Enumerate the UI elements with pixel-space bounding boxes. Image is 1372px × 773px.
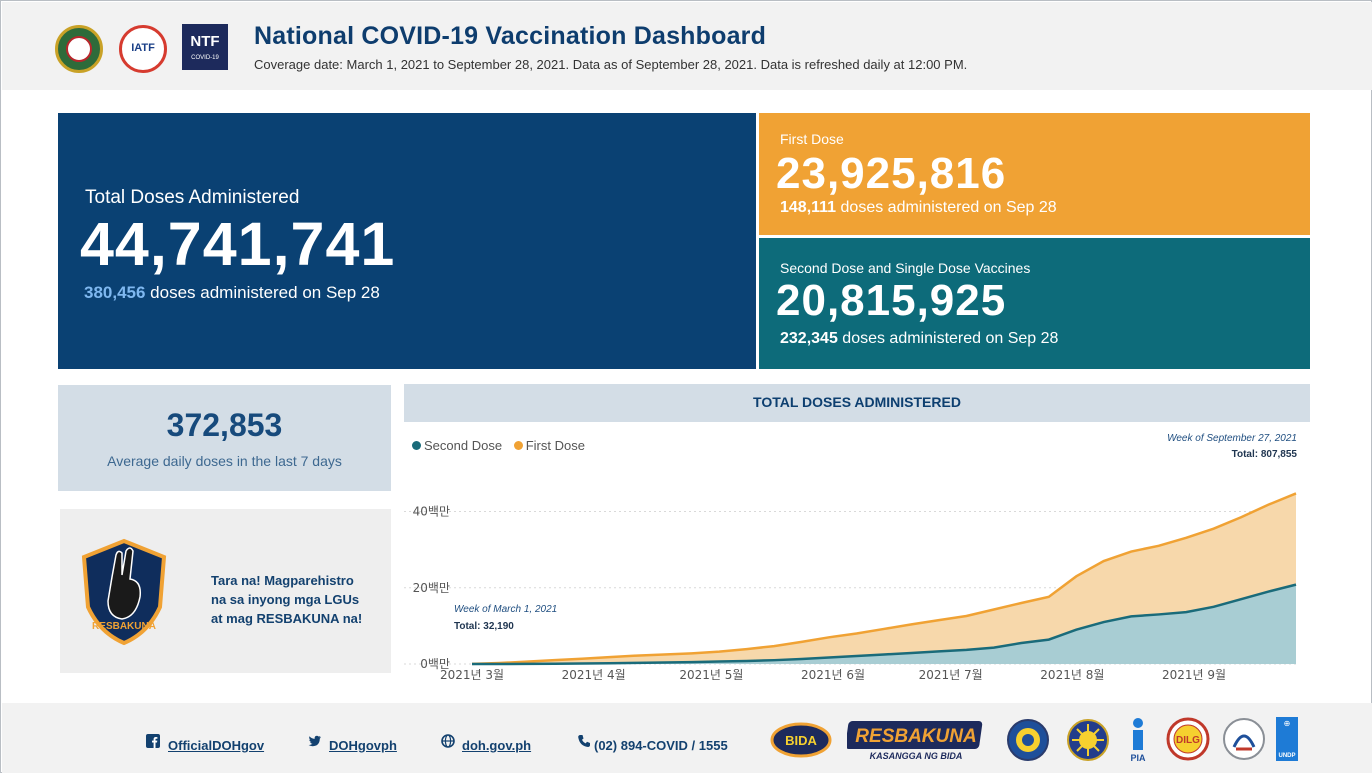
badge-text: RESBAKUNA — [92, 621, 156, 632]
resbakuna-logo-text: RESBAKUNA — [855, 726, 976, 747]
pcoo-seal-logo — [1007, 719, 1049, 761]
ntf-logo: NTF COVID-19 — [182, 24, 228, 70]
doses-area-chart[interactable]: 0백만 20백만 40백만 2021년 3월 2021년 4월 2021년 5월 2021년… — [404, 481, 1310, 691]
average-daily-label: Average daily doses in the last 7 days — [107, 453, 342, 469]
average-daily-card: 372,853 Average daily doses in the last … — [58, 385, 391, 491]
second-dose-value: 20,815,925 — [776, 276, 1007, 325]
total-doses-daily: 380,456 doses administered on Sep 28 — [84, 283, 380, 303]
x-tick-label: 2021년 7월 — [919, 668, 983, 682]
promo-message: Tara na! Magparehistro na sa inyong mga … — [211, 571, 386, 628]
promo-line-2: na sa inyong mga LGUs — [211, 592, 360, 607]
pia-logo: PIA — [1130, 718, 1146, 763]
iatf-logo: IATF — [119, 25, 167, 73]
average-daily-value: 372,853 — [166, 407, 283, 443]
agency-seal-logo — [1223, 718, 1265, 760]
second-dose-daily: 232,345 doses administered on Sep 28 — [780, 330, 1058, 348]
first-dose-card: First Dose 23,925,816 148,111 doses admi… — [759, 113, 1310, 235]
dilg-logo-text: DILG — [1176, 735, 1200, 746]
x-tick-label: 2021년 8월 — [1040, 668, 1104, 682]
x-tick-label: 2021년 5월 — [679, 668, 743, 682]
second-daily-text: doses administered on Sep 28 — [837, 330, 1059, 347]
total-daily-text: doses administered on Sep 28 — [145, 283, 380, 302]
resbakuna-logo-subtext: KASANGGA NG BIDA — [870, 751, 963, 761]
annotation-latest-week-label: Week of September 27, 2021 — [1167, 433, 1297, 444]
x-tick-label: 2021년 6월 — [801, 668, 865, 682]
svg-text:⊕: ⊕ — [1284, 719, 1291, 728]
x-tick-label: 2021년 4월 — [562, 668, 626, 682]
bida-logo: BIDA — [770, 722, 832, 758]
second-dose-label: Second Dose and Single Dose Vaccines — [780, 260, 1031, 276]
promo-line-3: at mag RESBAKUNA na! — [211, 611, 363, 626]
annotation-first-total: Total: 32,190 — [454, 621, 514, 632]
globe-icon — [441, 734, 455, 748]
header: IATF NTF COVID-19 National COVID-19 Vacci… — [2, 2, 1372, 90]
government-seal-logo — [1067, 719, 1109, 761]
first-dose-label: First Dose — [780, 131, 844, 147]
total-doses-card: Total Doses Administered 44,741,741 380,… — [58, 113, 756, 369]
undp-logo-text: UNDP — [1278, 753, 1295, 759]
phone-icon — [578, 735, 590, 747]
y-tick-label: 40백만 — [413, 505, 450, 519]
first-dose-daily: 148,111 doses administered on Sep 28 — [780, 199, 1057, 217]
second-dose-area — [472, 584, 1296, 664]
legend-second-dose[interactable]: Second Dose — [412, 438, 502, 453]
total-daily-count: 380,456 — [84, 283, 146, 302]
twitter-icon — [308, 735, 321, 747]
website-link[interactable]: doh.gov.ph — [462, 738, 532, 753]
hotline-number: (02) 894-COVID / 1555 — [594, 738, 728, 753]
annotation-latest-total: Total: 807,855 — [1231, 449, 1297, 460]
second-dose-line — [472, 583, 1297, 666]
second-daily-count: 232,345 — [780, 330, 838, 347]
pia-logo-text: PIA — [1130, 753, 1146, 763]
footer: OfficialDOHgov DOHgovph doh.gov.ph (02) … — [2, 703, 1372, 773]
y-tick-label: 20백만 — [413, 581, 450, 595]
resbakuna-logo: RESBAKUNA KASANGGA NG BIDA — [847, 721, 983, 761]
legend-first-dose-label: First Dose — [525, 438, 585, 453]
vaccinated-badge-icon: RESBAKUNA — [81, 538, 167, 646]
x-tick-label: 2021년 3월 — [440, 668, 504, 682]
coverage-note: Coverage date: March 1, 2021 to Septembe… — [254, 57, 968, 72]
promo-line-1: Tara na! Magparehistro — [211, 573, 354, 588]
chart-header: TOTAL DOSES ADMINISTERED — [404, 384, 1310, 422]
resbakuna-promo[interactable]: RESBAKUNA Tara na! Magparehistro na sa i… — [60, 509, 391, 673]
undp-logo: ⊕ UNDP — [1276, 717, 1298, 761]
facebook-icon — [146, 734, 160, 748]
twitter-link[interactable]: DOHgovph — [329, 738, 397, 753]
doh-seal-logo — [55, 25, 103, 73]
annotation-latest-week: Week of September 27, 2021 Total: 807,85… — [1167, 433, 1297, 460]
annotation-first-week: Week of March 1, 2021 Total: 32,190 — [454, 604, 557, 632]
second-dose-card: Second Dose and Single Dose Vaccines 20,… — [759, 238, 1310, 369]
first-daily-text: doses administered on Sep 28 — [836, 199, 1057, 216]
dilg-logo: DILG — [1166, 717, 1210, 761]
page-title: National COVID-19 Vaccination Dashboard — [254, 22, 767, 50]
legend-first-dose-swatch — [513, 441, 523, 450]
first-dose-line — [471, 492, 1297, 666]
legend-second-dose-label: Second Dose — [424, 438, 503, 453]
chart-legend[interactable]: Second Dose First Dose — [412, 438, 593, 453]
first-dose-value: 23,925,816 — [776, 149, 1007, 198]
legend-second-dose-swatch — [412, 441, 421, 450]
first-dose-area — [472, 493, 1296, 664]
bida-logo-text: BIDA — [785, 733, 817, 748]
x-tick-label: 2021년 9월 — [1162, 668, 1226, 682]
y-tick-label: 0백만 — [420, 657, 450, 671]
chart-title: TOTAL DOSES ADMINISTERED — [753, 394, 961, 410]
annotation-first-week-label: Week of March 1, 2021 — [454, 604, 558, 615]
facebook-link[interactable]: OfficialDOHgov — [168, 738, 265, 753]
total-doses-value: 44,741,741 — [80, 210, 396, 278]
legend-first-dose[interactable]: First Dose — [513, 438, 585, 453]
total-doses-label: Total Doses Administered — [85, 187, 300, 208]
first-daily-count: 148,111 — [780, 199, 837, 216]
